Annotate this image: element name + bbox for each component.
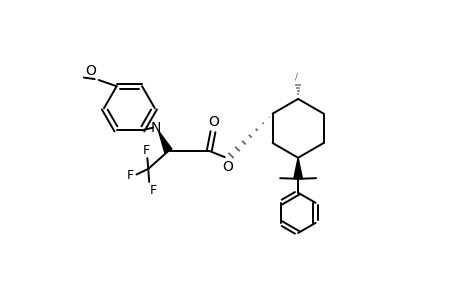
Text: O: O — [85, 64, 96, 79]
Text: O: O — [208, 115, 219, 129]
Text: F: F — [143, 144, 150, 157]
Text: N: N — [151, 121, 161, 135]
Text: F: F — [150, 184, 157, 197]
Text: F: F — [127, 169, 134, 182]
Polygon shape — [158, 131, 172, 153]
Polygon shape — [293, 158, 302, 179]
Text: /: / — [295, 73, 297, 82]
Text: O: O — [221, 160, 232, 174]
